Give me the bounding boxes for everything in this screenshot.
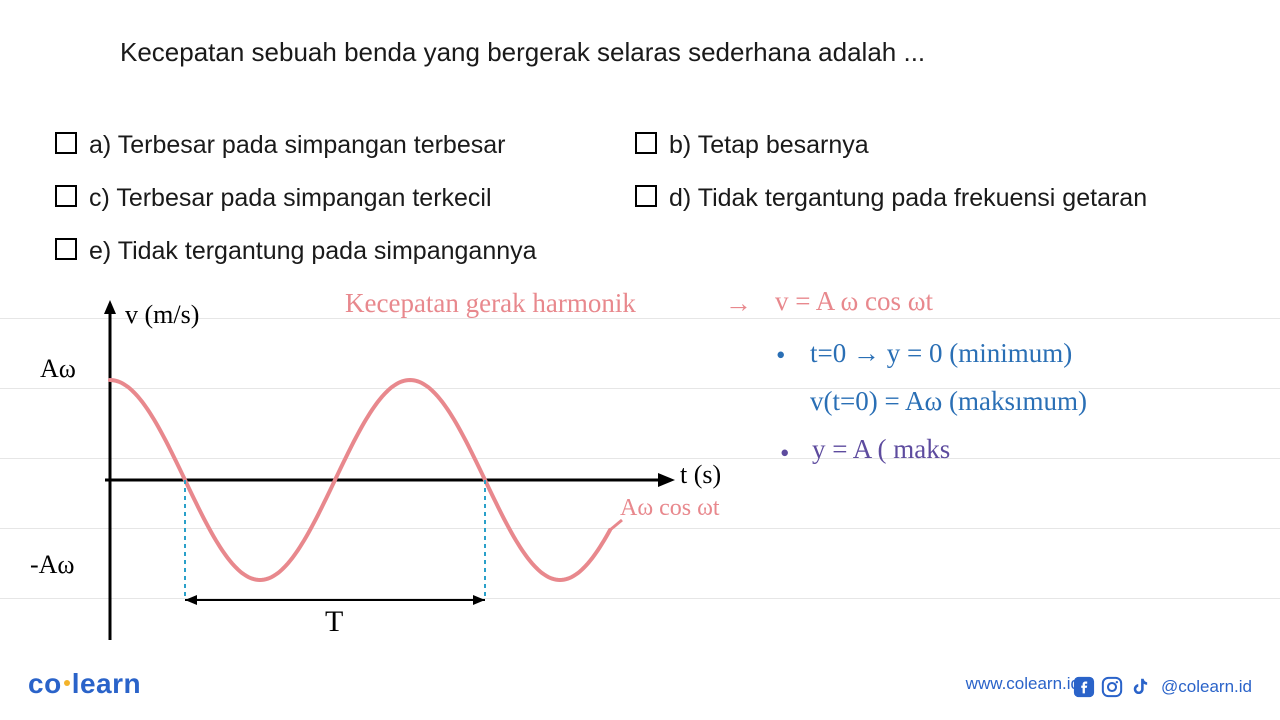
option-d-label: d) Tidak tergantung pada frekuensi getar… (669, 181, 1147, 216)
bullet-1: • (776, 340, 785, 371)
checkbox-d[interactable] (635, 185, 657, 207)
footer-url: www.colearn.id (966, 674, 1080, 694)
note-arrow-1: → (725, 288, 752, 319)
checkbox-a[interactable] (55, 132, 77, 154)
note-topic: Kecepatan gerak harmonik (345, 288, 636, 319)
checkbox-b[interactable] (635, 132, 657, 154)
logo-part-a: co (28, 668, 62, 699)
y-axis-label: v (m/s) (125, 300, 199, 330)
social-icons: @colearn.id (1073, 676, 1252, 698)
option-e[interactable]: e) Tidak tergantung pada simpangannya (55, 234, 635, 269)
option-e-label: e) Tidak tergantung pada simpangannya (89, 234, 537, 269)
brand-logo: colearn (28, 668, 141, 700)
options-group: a) Terbesar pada simpangan terbesar b) T… (55, 128, 1255, 287)
option-a-label: a) Terbesar pada simpangan terbesar (89, 128, 505, 163)
y-tick-bottom: -Aω (30, 550, 75, 580)
option-d[interactable]: d) Tidak tergantung pada frekuensi getar… (635, 181, 1255, 216)
period-label: T (325, 605, 343, 639)
instagram-icon (1101, 676, 1123, 698)
logo-dot (64, 680, 70, 686)
option-b[interactable]: b) Tetap besarnya (635, 128, 1255, 163)
graph-svg (40, 300, 760, 660)
checkbox-e[interactable] (55, 238, 77, 260)
velocity-graph: v (m/s) Aω -Aω t (s) Aω cos ωt T (40, 300, 760, 660)
note-vel-eq: v = A ω cos ωt (775, 286, 933, 317)
curve-label: Aω cos ωt (620, 495, 720, 522)
logo-part-b: learn (72, 668, 141, 699)
checkbox-c[interactable] (55, 185, 77, 207)
tiktok-icon (1129, 676, 1151, 698)
bullet-2: • (780, 438, 789, 469)
option-a[interactable]: a) Terbesar pada simpangan terbesar (55, 128, 635, 163)
social-handle: @colearn.id (1161, 677, 1252, 697)
note-b1b: v(t=0) = Aω (maksımum) (810, 386, 1087, 417)
x-axis-label: t (s) (680, 460, 721, 490)
note-b1a: t=0 → y = 0 (minimum) (810, 338, 1072, 369)
facebook-icon (1073, 676, 1095, 698)
note-b2: y = A ( maks (812, 434, 950, 465)
option-c[interactable]: c) Terbesar pada simpangan terkecil (55, 181, 635, 216)
question-text: Kecepatan sebuah benda yang bergerak sel… (120, 30, 1020, 74)
y-tick-top: Aω (40, 354, 76, 384)
footer: colearn www.colearn.id @colearn.id (0, 660, 1280, 700)
option-c-label: c) Terbesar pada simpangan terkecil (89, 181, 492, 216)
option-b-label: b) Tetap besarnya (669, 128, 869, 163)
